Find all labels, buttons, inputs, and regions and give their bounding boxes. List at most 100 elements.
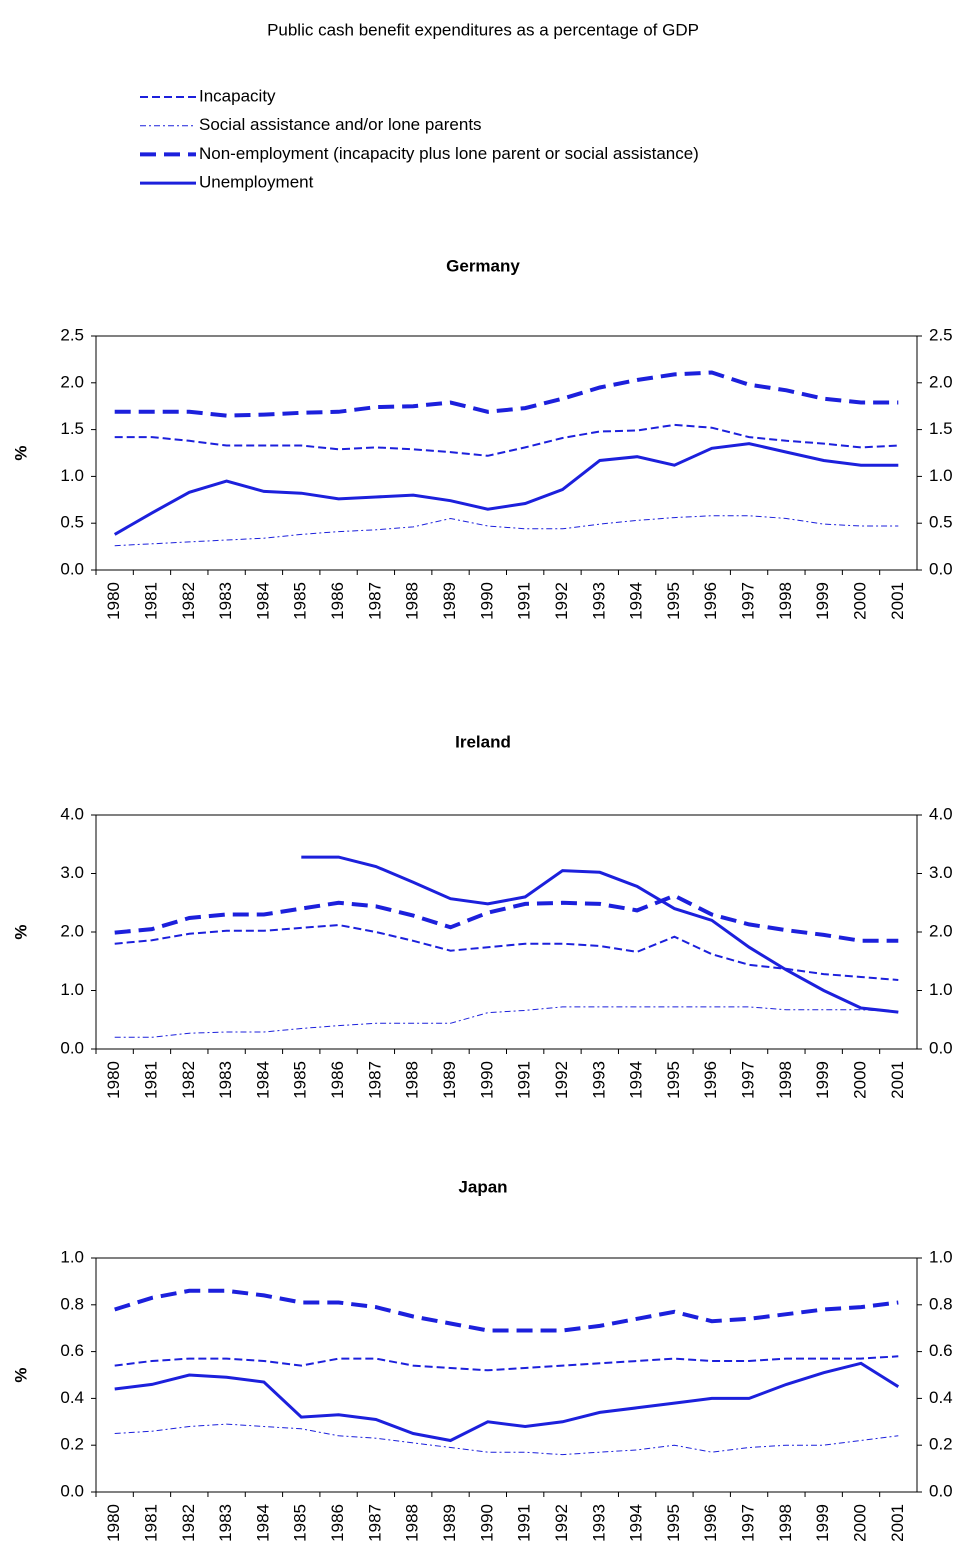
series-line [114,1361,900,1443]
x-tick-label: 1991 [515,1061,534,1099]
x-tick-label: 1995 [664,1061,683,1099]
x-tick-label: 1997 [739,582,758,620]
x-tick-label: 1983 [216,1061,235,1099]
x-tick-label: 1995 [664,582,683,620]
x-tick-label: 1981 [141,1061,160,1099]
x-tick-label: 1996 [701,1061,720,1099]
x-tick-label: 1990 [477,582,496,620]
x-tick-label: 1989 [440,1504,459,1542]
y-tick-label: 0.8 [60,1294,84,1313]
y-tick-label: 0.0 [60,1038,84,1057]
x-tick-label: 1982 [179,582,198,620]
x-tick-label: 1991 [515,582,534,620]
x-tick-label: 1999 [813,1504,832,1542]
x-tick-label: 1981 [141,582,160,620]
x-tick-label: 1983 [216,582,235,620]
y2-tick-label: 0.6 [929,1341,953,1360]
y-axis-label: % [11,924,30,939]
x-tick-label: 1999 [813,582,832,620]
x-tick-label: 1999 [813,1061,832,1099]
x-tick-label: 2001 [888,582,907,620]
x-tick-label: 1980 [104,582,123,620]
chart-title: Ireland [455,732,511,751]
x-tick-label: 1987 [365,582,384,620]
y-tick-label: 1.0 [60,1247,84,1266]
x-tick-label: 1989 [440,1061,459,1099]
y-axis-label: % [11,1367,30,1382]
y-tick-label: 0.4 [60,1388,84,1407]
y-tick-label: 0.0 [60,559,84,578]
x-tick-label: 1998 [776,582,795,620]
y2-tick-label: 1.0 [929,1247,953,1266]
y-tick-label: 4.0 [60,804,84,823]
y-tick-label: 2.0 [60,921,84,940]
legend-label: Incapacity [199,86,276,105]
x-tick-label: 1984 [253,1061,272,1099]
x-tick-label: 1981 [141,1504,160,1542]
x-tick-label: 2000 [851,582,870,620]
y2-tick-label: 3.0 [929,863,953,882]
x-tick-label: 1983 [216,1504,235,1542]
x-tick-label: 1997 [739,1061,758,1099]
x-tick-label: 1988 [403,1504,422,1542]
legend-label: Social assistance and/or lone parents [199,115,482,134]
series-line [114,1423,899,1456]
x-tick-label: 1992 [552,582,571,620]
y2-tick-label: 1.0 [929,466,953,485]
x-tick-label: 1991 [515,1504,534,1542]
x-tick-label: 1980 [104,1504,123,1542]
y2-tick-label: 0.5 [929,513,953,532]
x-tick-label: 1989 [440,582,459,620]
y2-tick-label: 0.0 [929,1481,953,1500]
x-tick-label: 1995 [664,1504,683,1542]
y-tick-label: 0.6 [60,1341,84,1360]
x-tick-label: 1986 [328,582,347,620]
x-tick-label: 1982 [179,1504,198,1542]
x-tick-label: 1994 [627,1504,646,1542]
y-tick-label: 0.0 [60,1481,84,1500]
chart-title: Germany [446,256,520,275]
y-axis-label: % [11,445,30,460]
x-tick-label: 1985 [291,582,310,620]
x-tick-label: 2000 [851,1061,870,1099]
x-tick-label: 1993 [589,1504,608,1542]
x-tick-label: 1985 [291,1504,310,1542]
y2-tick-label: 2.5 [929,325,953,344]
plot-frame [95,1257,918,1493]
y2-tick-label: 2.0 [929,372,953,391]
x-tick-label: 1992 [552,1504,571,1542]
legend-label: Non-employment (incapacity plus lone par… [199,144,699,163]
x-tick-label: 1993 [589,582,608,620]
x-tick-label: 1984 [253,1504,272,1542]
x-tick-label: 2000 [851,1504,870,1542]
series-line [114,515,899,547]
y2-tick-label: 0.2 [929,1435,953,1454]
x-tick-label: 1982 [179,1061,198,1099]
y2-tick-label: 4.0 [929,804,953,823]
x-tick-label: 1996 [701,582,720,620]
main-title: Public cash benefit expenditures as a pe… [267,20,699,39]
y2-tick-label: 1.0 [929,980,953,999]
x-tick-label: 1998 [776,1504,795,1542]
y2-tick-label: 0.8 [929,1294,953,1313]
x-tick-label: 1998 [776,1061,795,1099]
y-tick-label: 1.5 [60,419,84,438]
x-tick-label: 1993 [589,1061,608,1099]
y2-tick-label: 0.4 [929,1388,953,1407]
series-line [301,855,899,1014]
y-tick-label: 2.5 [60,325,84,344]
y2-tick-label: 1.5 [929,419,953,438]
x-tick-label: 1996 [701,1504,720,1542]
x-tick-label: 1987 [365,1061,384,1099]
legend-label: Unemployment [199,173,314,192]
x-tick-label: 1994 [627,582,646,620]
x-tick-label: 1986 [328,1504,347,1542]
chart-title: Japan [458,1177,507,1196]
x-tick-label: 1985 [291,1061,310,1099]
y-tick-label: 1.0 [60,466,84,485]
x-tick-label: 1994 [627,1061,646,1099]
x-tick-label: 1992 [552,1061,571,1099]
y-tick-label: 0.2 [60,1435,84,1454]
y2-tick-label: 0.0 [929,1038,953,1057]
